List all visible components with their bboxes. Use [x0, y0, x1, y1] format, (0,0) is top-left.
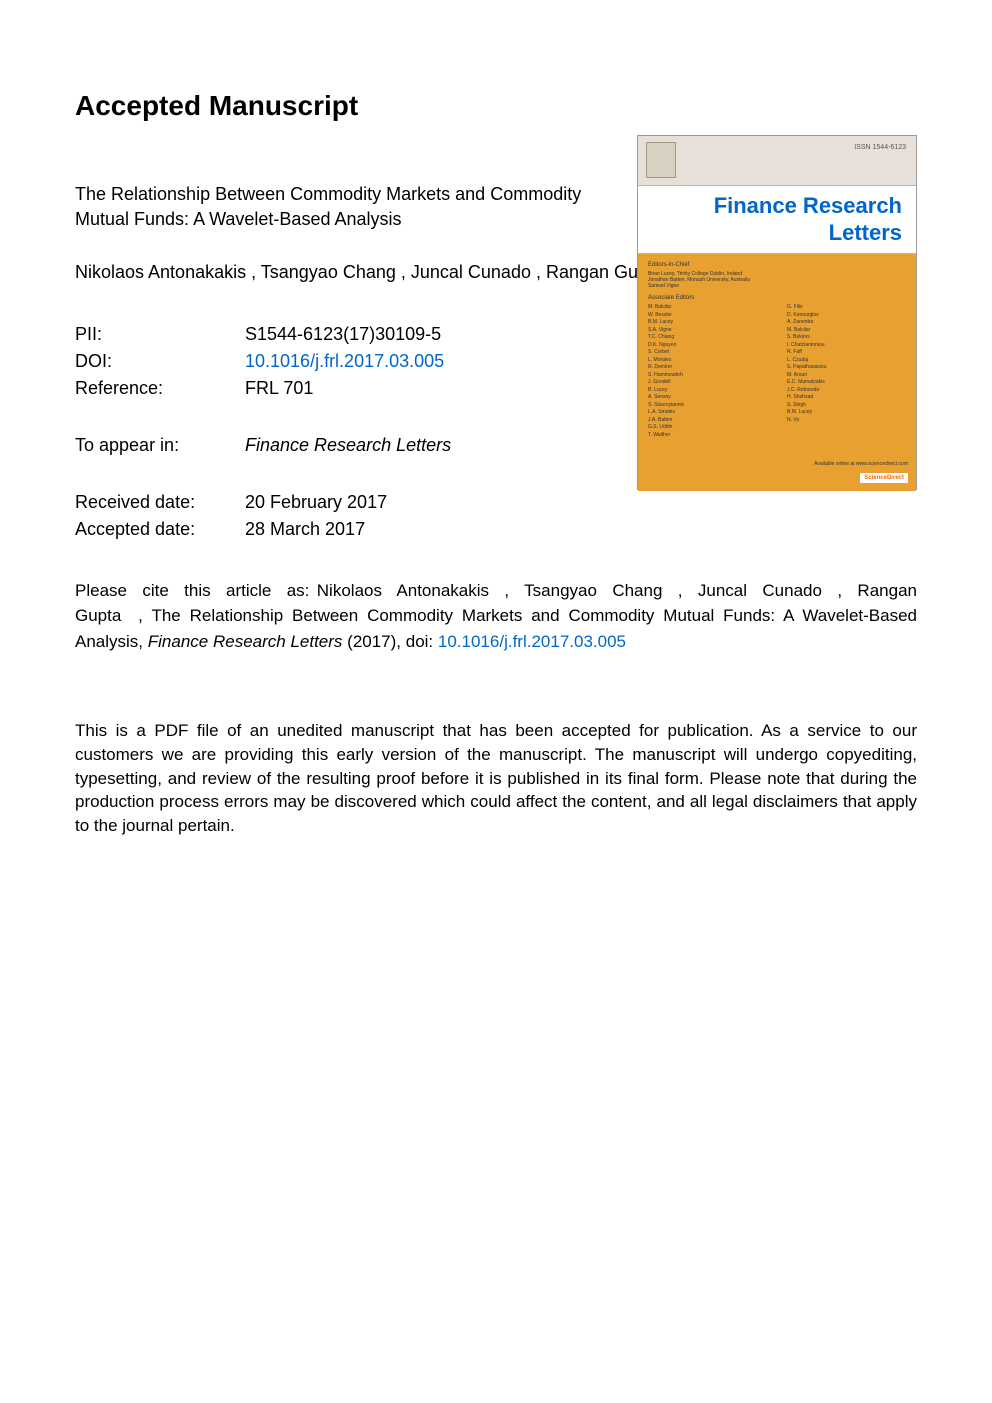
received-value: 20 February 2017 — [245, 489, 917, 516]
editor-name: S. Bekiros — [787, 334, 906, 342]
sciencedirect-badge: ScienceDirect — [860, 473, 908, 483]
article-title: The Relationship Between Commodity Marke… — [75, 182, 585, 232]
cover-editors-heading: Editors-in-Chief — [648, 262, 906, 268]
cover-editors-desc: Brian Lucey, Trinity College Dublin, Ire… — [648, 271, 906, 289]
citation-doi-link[interactable]: 10.1016/j.frl.2017.03.005 — [438, 632, 626, 651]
editor-name: E.C. Mamatzakis — [787, 379, 906, 387]
editor-name: J. Goodell — [648, 379, 767, 387]
editor-name: G.S. Uddin — [648, 424, 767, 432]
editor-name: W. Bessler — [648, 312, 767, 320]
disclaimer-text: This is a PDF file of an unedited manusc… — [75, 719, 917, 838]
editor-name: J.C. Reboredo — [787, 387, 906, 395]
editor-name: S.A. Vigne — [648, 327, 767, 335]
editor-name: M. Balcilar — [648, 304, 767, 312]
editor-name: T.C. Chiang — [648, 334, 767, 342]
cover-associate-editors-heading: Associate Editors — [648, 295, 906, 301]
cover-editors-col-right: G. FilisD. KenourgiosA. ZarembaM. Balcil… — [787, 304, 906, 439]
editor-name: M. Arouri — [787, 372, 906, 380]
cover-header-band: ISSN 1544-6123 — [638, 136, 916, 186]
citation-text: Please cite this article as: Nikolaos An… — [75, 578, 917, 655]
cover-title-band: Finance Research Letters — [638, 186, 916, 254]
cover-available-text: Available online at www.sciencedirect.co… — [814, 461, 908, 467]
editor-name: R. Demirer — [648, 364, 767, 372]
citation-journal: Finance Research Letters — [148, 632, 343, 651]
metadata-block-3: Received date: 20 February 2017 Accepted… — [75, 489, 917, 543]
editor-name: B.M. Lucey — [648, 319, 767, 327]
editor-name: L. Czudaj — [787, 357, 906, 365]
editor-name: M. Balcilar — [787, 327, 906, 335]
reference-label: Reference: — [75, 375, 245, 402]
editor-name: L. Morales — [648, 357, 767, 365]
editor-name: J.A. Batten — [648, 417, 767, 425]
editor-name: H. Shahzad — [787, 394, 906, 402]
pii-label: PII: — [75, 321, 245, 348]
appear-label: To appear in: — [75, 432, 245, 459]
cover-journal-name: Finance Research Letters — [714, 193, 902, 246]
received-label: Received date: — [75, 489, 245, 516]
accepted-manuscript-heading: Accepted Manuscript — [75, 90, 917, 122]
accepted-value: 28 March 2017 — [245, 516, 917, 543]
editor-name: S. Singh — [787, 402, 906, 410]
cover-editors-list: M. BalcilarW. BesslerB.M. LuceyS.A. Vign… — [648, 304, 906, 439]
editor-name: A. Zaremba — [787, 319, 906, 327]
editor-name: S. Papathanasiou — [787, 364, 906, 372]
editor-name: S. Stavroyiannis — [648, 402, 767, 410]
editor-name: A. Sensoy — [648, 394, 767, 402]
cover-journal-name-line2: Letters — [829, 220, 902, 245]
cover-editors-col-left: M. BalcilarW. BesslerB.M. LuceyS.A. Vign… — [648, 304, 767, 439]
editor-name: G. Filis — [787, 304, 906, 312]
accepted-row: Accepted date: 28 March 2017 — [75, 516, 917, 543]
editor-name: S. Hammoudeh — [648, 372, 767, 380]
editor-name: D. Kenourgios — [787, 312, 906, 320]
editor-name: T. Walther — [648, 432, 767, 440]
citation-year: (2017), doi: — [347, 632, 433, 651]
accepted-label: Accepted date: — [75, 516, 245, 543]
editor-name: S. Corbet — [648, 349, 767, 357]
cover-issn: ISSN 1544-6123 — [854, 144, 906, 151]
doi-label: DOI: — [75, 348, 245, 375]
received-row: Received date: 20 February 2017 — [75, 489, 917, 516]
editor-name: N. Vo — [787, 417, 906, 425]
editor-name: B. Lucey — [648, 387, 767, 395]
elsevier-logo — [646, 142, 676, 178]
editor-name: R. Faff — [787, 349, 906, 357]
editor-name: L.A. Smales — [648, 409, 767, 417]
editor-name: B.M. Lucey — [787, 409, 906, 417]
editor-name: D.K. Nguyen — [648, 342, 767, 350]
cover-journal-name-line1: Finance Research — [714, 193, 902, 218]
cover-body: Editors-in-Chief Brian Lucey, Trinity Co… — [638, 254, 916, 491]
citation-prefix: Please cite this article as: — [75, 581, 309, 600]
journal-cover-thumbnail: ISSN 1544-6123 Finance Research Letters … — [637, 135, 917, 490]
editor-name: I. Chatziantoniou — [787, 342, 906, 350]
